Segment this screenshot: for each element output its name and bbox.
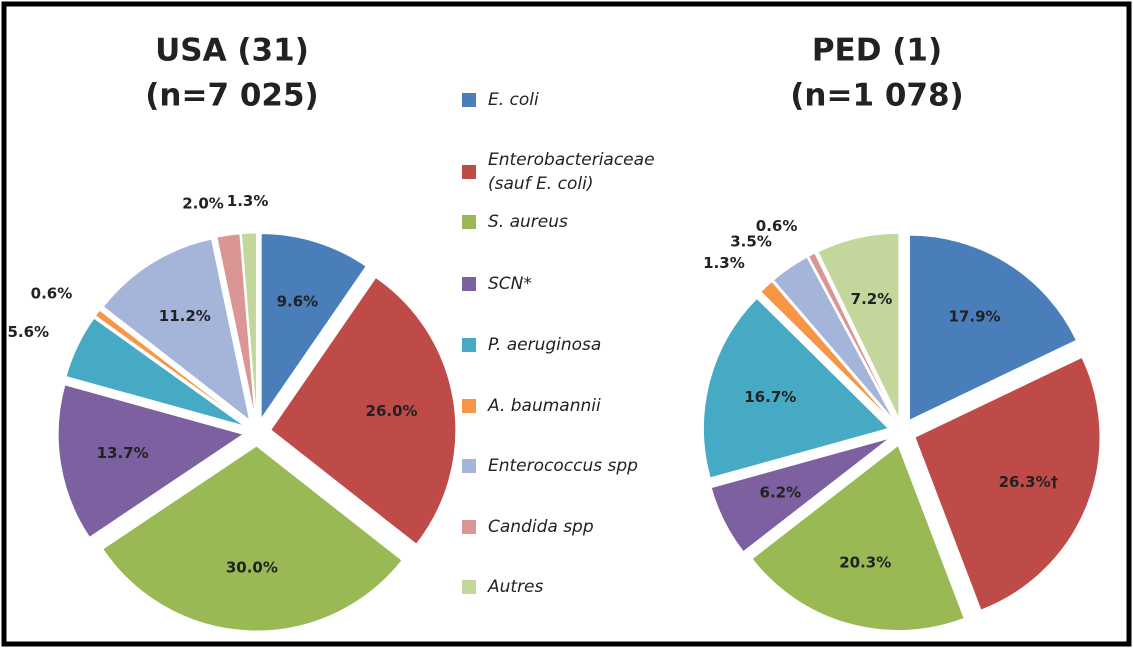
legend-swatch <box>462 93 476 107</box>
legend-swatch <box>462 399 476 413</box>
data-label: 6.2% <box>760 484 802 502</box>
chart-subtitle: (n=7 025) <box>145 78 318 114</box>
pie-slice <box>807 252 897 420</box>
data-label: 0.6% <box>756 217 798 235</box>
legend-label: Autres <box>487 577 544 597</box>
data-label: 17.9% <box>949 307 1001 325</box>
pie-slice <box>65 317 245 427</box>
pie-slice <box>240 232 257 419</box>
data-label: 9.6% <box>277 293 319 311</box>
legend-swatch <box>462 165 476 179</box>
legend-line: Enterobacteriaceae <box>488 150 655 170</box>
legend-label: A. baumannii <box>487 396 601 416</box>
pie-slice <box>102 445 403 632</box>
data-label: 1.3% <box>703 254 745 272</box>
legend-swatch <box>462 520 476 534</box>
legend-line: (sauf E. coli) <box>488 174 593 194</box>
pie-slice <box>817 232 900 419</box>
pie-slice <box>702 297 890 479</box>
data-label: 30.0% <box>226 559 278 577</box>
data-label: 7.2% <box>851 290 893 308</box>
chart-title: USA (31) <box>155 33 309 69</box>
pie-slice <box>260 233 367 421</box>
legend-swatch <box>462 580 476 594</box>
pie-slice <box>914 356 1101 611</box>
legend-label: S. aureus <box>488 212 568 232</box>
legend-swatch <box>462 459 476 473</box>
pie-slice <box>94 309 247 425</box>
data-label: 2.0% <box>182 194 224 212</box>
data-label: 20.3% <box>839 554 891 572</box>
chart-subtitle: (n=1 078) <box>790 78 963 114</box>
legend-swatch <box>462 215 476 229</box>
legend-label: Enterobacteriaceae (sauf E. coli) <box>488 150 655 194</box>
data-label: 16.7% <box>744 388 796 406</box>
data-label: 1.3% <box>227 192 269 210</box>
pie-slice <box>772 256 895 421</box>
data-label: 3.5% <box>730 232 772 250</box>
legend-swatch <box>462 338 476 352</box>
data-label: 0.6% <box>31 285 73 303</box>
legend-label: SCN* <box>488 274 532 294</box>
data-label: 5.6% <box>7 323 49 341</box>
legend-label: Candida spp <box>488 517 594 537</box>
legend-label: Enterococcus spp <box>488 456 638 476</box>
pie-slice <box>760 280 893 423</box>
legend-swatch <box>462 277 476 291</box>
pie-slice <box>908 234 1078 421</box>
pie-slice <box>710 437 890 553</box>
pie-slice <box>102 238 251 422</box>
chart-title: PED (1) <box>812 33 942 69</box>
data-label: 13.7% <box>97 444 149 462</box>
pie-slice <box>57 384 245 538</box>
pie-slice <box>216 233 256 419</box>
pie-slice <box>270 276 457 545</box>
data-label: 11.2% <box>159 307 211 325</box>
legend-label: E. coli <box>488 90 539 110</box>
legend-label: P. aeruginosa <box>488 335 601 355</box>
data-label: 26.0% <box>366 402 418 420</box>
data-label: 26.3%† <box>999 473 1059 491</box>
pie-slice <box>751 444 965 631</box>
